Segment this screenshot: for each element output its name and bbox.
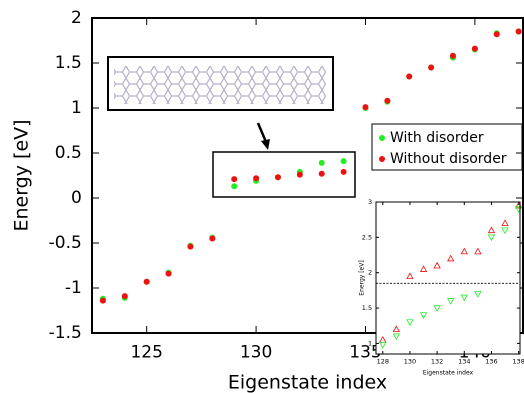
data-point [516, 29, 522, 35]
x-tick-label: 134 [458, 357, 470, 365]
arrow-head [261, 139, 270, 150]
data-point [406, 74, 412, 80]
data-point [319, 171, 325, 177]
x-tick-label: 132 [431, 357, 443, 365]
data-point [231, 176, 237, 182]
y-tick-label: 2 [368, 269, 372, 277]
legend-marker [379, 135, 385, 141]
data-point [341, 169, 347, 175]
data-point [384, 98, 390, 104]
y-tick-label: 2 [71, 8, 82, 28]
data-point [494, 31, 500, 37]
zoom-box [213, 152, 355, 197]
y-axis-label: Energy [eV] [11, 119, 33, 231]
arrow-shaft [258, 123, 266, 142]
data-point [209, 236, 215, 242]
y-tick-label: 1 [368, 339, 372, 347]
data-point [450, 53, 456, 59]
data-point [428, 65, 434, 71]
page: 125130135140-1.5-1-0.500.511.52Eigenstat… [0, 0, 524, 393]
data-point [319, 160, 325, 166]
y-tick-label: -1.5 [49, 323, 82, 343]
y-tick-label: 1.5 [362, 304, 372, 312]
data-point [100, 298, 106, 304]
data-point [187, 244, 193, 250]
legend-label: With disorder [390, 130, 484, 146]
x-tick-label: 136 [485, 357, 497, 365]
data-point [341, 158, 347, 164]
figure: 125130135140-1.5-1-0.500.511.52Eigenstat… [0, 0, 524, 393]
data-point [275, 174, 281, 180]
y-axis-label: Energy [eV] [359, 260, 366, 295]
x-axis-label: Eigenstate index [228, 372, 387, 393]
legend-marker [379, 156, 385, 162]
data-point [231, 183, 237, 189]
x-tick-label: 128 [377, 357, 389, 365]
data-point [122, 293, 128, 299]
data-point [472, 46, 478, 52]
y-tick-label: -0.5 [49, 233, 82, 253]
x-axis-label: Eigenstate index [423, 370, 474, 377]
data-point [297, 172, 303, 178]
x-tick-label: 130 [404, 357, 416, 365]
inset-background [376, 202, 520, 354]
data-point [362, 104, 368, 110]
lattice-image [114, 66, 326, 104]
x-tick-label: 125 [130, 343, 162, 363]
y-tick-label: 3 [368, 198, 372, 206]
data-point [166, 271, 172, 277]
data-point [253, 175, 259, 181]
x-tick-label: 138 [512, 357, 524, 365]
y-tick-label: 1.5 [55, 53, 82, 73]
y-tick-label: 0.5 [55, 143, 82, 163]
y-tick-label: 2.5 [362, 233, 372, 241]
x-tick-label: 130 [240, 343, 272, 363]
y-tick-label: 1 [71, 98, 82, 118]
y-tick-label: 0 [71, 188, 82, 208]
data-point [144, 279, 150, 285]
y-tick-label: -1 [65, 278, 82, 298]
legend-label: Without disorder [390, 151, 507, 167]
